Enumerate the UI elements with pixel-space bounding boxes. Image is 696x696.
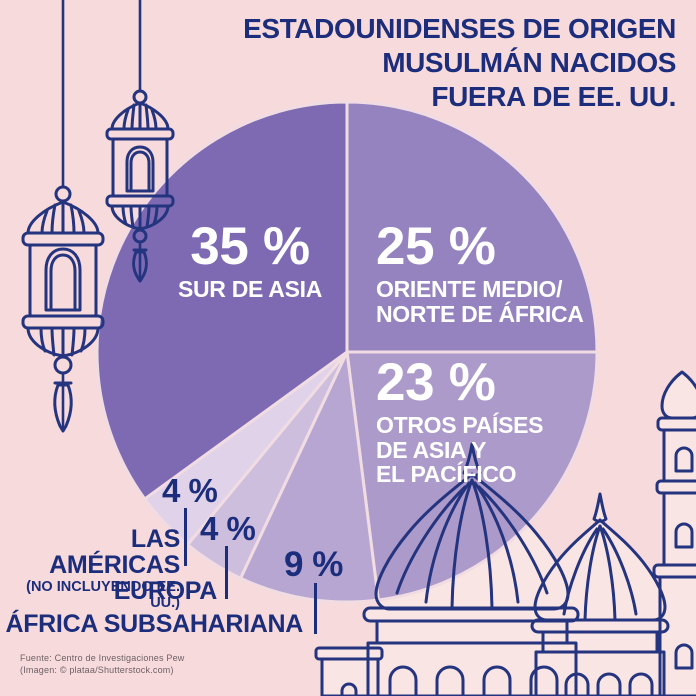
slice-name: ORIENTE MEDIO/ NORTE DE ÁFRICA <box>376 276 584 327</box>
hanging-lantern-icon <box>21 0 105 433</box>
leader-line-las-americas <box>184 508 187 566</box>
title-line: MUSULMÁN NACIDOS <box>382 47 676 78</box>
slice-name: SUR DE ASIA <box>177 276 323 302</box>
callout-label-africa-subsahariana: ÁFRICA SUBSAHARIANA <box>5 610 303 638</box>
source-credit: Fuente: Centro de Investigaciones Pew (I… <box>20 653 185 675</box>
pie-slice-oriente-medio-norte-de-africa <box>345 100 599 354</box>
slice-name: OTROS PAÍSES DE ASIA Y EL PACÍFICO <box>376 412 544 487</box>
infographic-title: ESTADOUNIDENSES DE ORIGEN MUSULMÁN NACID… <box>243 12 676 114</box>
callout-label-europa: EUROPA <box>113 577 218 605</box>
slice-percent: 23 % <box>376 353 496 412</box>
slice-label-oriente-medio: 25 % ORIENTE MEDIO/ NORTE DE ÁFRICA <box>376 220 584 326</box>
slice-label-sur-de-asia: 35 % SUR DE ASIA <box>158 220 342 302</box>
slice-label-otros-paises: 23 % OTROS PAÍSES DE ASIA Y EL PACÍFICO <box>376 353 544 487</box>
title-line: FUERA DE EE. UU. <box>431 81 676 112</box>
callout-percent-africa-subsahariana: 9 % <box>284 545 343 584</box>
pie-slice-africa-subsahariana <box>239 350 380 604</box>
pie-slice-sur-de-asia <box>95 100 349 501</box>
title-line: ESTADOUNIDENSES DE ORIGEN <box>243 13 676 44</box>
callout-percent-europa: 4 % <box>200 510 256 547</box>
callout-percent-las-americas: 4 % <box>162 472 218 509</box>
callout-sublabel: (NO INCLUYENDO EE. UU.) <box>26 579 180 611</box>
leader-line-africa-subsahariana <box>314 583 317 634</box>
leader-line-europa <box>225 546 228 599</box>
slice-percent: 25 % <box>376 217 496 276</box>
hanging-lantern-icon <box>105 0 175 283</box>
callout-label-las-americas: LAS AMÉRICAS (NO INCLUYENDO EE. UU.) <box>0 526 180 611</box>
slice-percent: 35 % <box>190 217 310 276</box>
